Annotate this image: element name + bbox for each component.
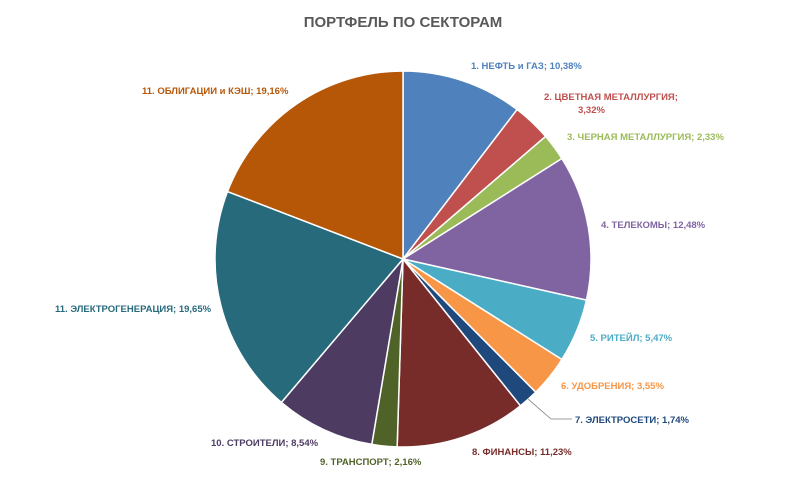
pie-slice-4 xyxy=(401,157,592,301)
pie-slices xyxy=(214,70,592,448)
slice-label-7: 7. ЭЛЕКТРОСЕТИ; 1,74% xyxy=(575,415,690,426)
pie-slice-8 xyxy=(396,256,522,448)
slice-label-10: 10. СТРОИТЕЛИ; 8,54% xyxy=(211,438,319,449)
slice-label-5: 5. РИТЕЙЛ; 5,47% xyxy=(590,332,673,344)
slice-label-4: 4. ТЕЛЕКОМЫ; 12,48% xyxy=(601,220,706,231)
leader-line-7 xyxy=(527,398,572,420)
pie-slice-10 xyxy=(280,256,405,446)
pie-slice-11 xyxy=(214,190,405,404)
chart-title: ПОРТФЕЛЬ ПО СЕКТОРАМ xyxy=(304,14,503,31)
slice-label-1: 1. НЕФТЬ и ГАЗ; 10,38% xyxy=(471,61,582,72)
pie-slice-1 xyxy=(402,70,519,262)
slice-label-11: 11. ЭЛЕКТРОГЕНЕРАЦИЯ; 19,65% xyxy=(55,304,212,315)
data-labels: 1. НЕФТЬ и ГАЗ; 10,38% 2. ЦВЕТНАЯ МЕТАЛЛУ… xyxy=(55,61,724,468)
slice-label-6: 6. УДОБРЕНИЯ; 3,55% xyxy=(561,381,664,392)
slice-label-2: 2. ЦВЕТНАЯ МЕТАЛЛУРГИЯ; xyxy=(544,92,678,103)
slice-label-2-line2: 3,32% xyxy=(578,105,605,116)
pie-slice-12 xyxy=(226,70,404,261)
slice-label-3: 3. ЧЕРНАЯ МЕТАЛЛУРГИЯ; 2,33% xyxy=(567,132,724,143)
slice-label-9: 9. ТРАНСПОРТ; 2,16% xyxy=(320,457,422,468)
slice-label-12: 11. ОБЛИГАЦИИ и КЭШ; 19,16% xyxy=(142,86,289,97)
slice-label-8: 8. ФИНАНСЫ; 11,23% xyxy=(472,447,572,458)
leader-lines xyxy=(527,398,572,420)
